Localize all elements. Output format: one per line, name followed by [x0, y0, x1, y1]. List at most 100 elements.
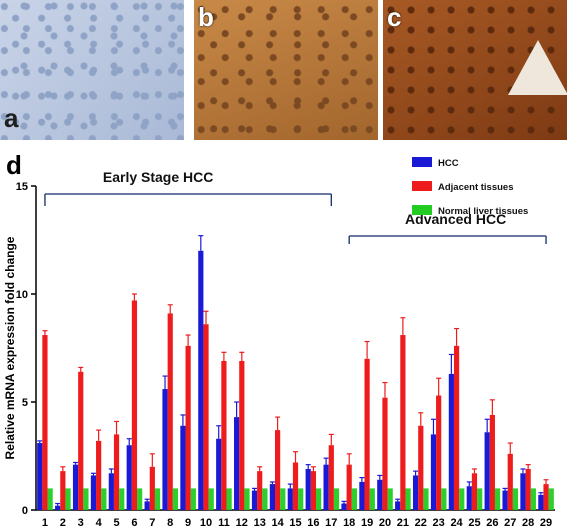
bar-adjacent — [436, 395, 442, 510]
x-tick-label: 29 — [540, 517, 552, 529]
bar-normal — [172, 488, 179, 510]
bar-adjacent — [113, 434, 120, 510]
bar-normal — [459, 488, 465, 510]
bar-hcc — [90, 475, 97, 510]
bar-normal — [441, 488, 447, 510]
bar-adjacent — [507, 453, 513, 510]
x-tick-label: 23 — [433, 517, 445, 529]
bar-adjacent — [364, 358, 370, 510]
bar-hcc — [55, 505, 61, 510]
bar-normal — [137, 488, 143, 510]
x-tick-label: 15 — [289, 517, 301, 529]
bar-normal — [315, 488, 322, 510]
panel-label-a: a — [4, 103, 19, 133]
bar-adjacent — [310, 471, 316, 510]
bar-hcc — [377, 479, 383, 510]
bar-adjacent — [346, 464, 352, 510]
bar-adjacent — [239, 360, 245, 510]
bar-adjacent — [489, 414, 495, 510]
bar-adjacent — [471, 473, 478, 510]
bar-adjacent — [382, 397, 388, 510]
x-tick-label: 17 — [325, 517, 337, 529]
bar-normal — [101, 488, 107, 510]
bar-hcc — [72, 464, 79, 510]
x-tick-label: 3 — [78, 517, 84, 529]
x-tick-label: 20 — [379, 517, 391, 529]
bar-hcc — [359, 481, 365, 510]
x-tick-label: 9 — [185, 517, 191, 529]
bar-hcc — [430, 434, 437, 510]
bar-adjacent — [149, 466, 155, 510]
bar-hcc — [323, 464, 329, 510]
bar-normal — [226, 488, 232, 510]
bar-hcc — [305, 468, 311, 510]
bar-adjacent — [400, 335, 406, 510]
bar-normal — [369, 488, 375, 510]
x-tick-label: 16 — [307, 517, 319, 529]
bar-hcc — [251, 490, 258, 510]
bar-hcc — [395, 501, 401, 510]
x-tick-label: 7 — [149, 517, 155, 529]
x-tick-label: 4 — [96, 517, 103, 529]
bar-hcc — [341, 503, 347, 510]
bar-hcc — [144, 501, 150, 510]
histology-image-a: a — [0, 0, 184, 140]
bar-adjacent — [543, 484, 549, 510]
bar-adjacent — [96, 440, 102, 510]
bar-normal — [262, 488, 268, 510]
bar-hcc — [126, 445, 132, 510]
bar-hcc — [287, 488, 293, 510]
bar-adjacent — [203, 324, 209, 510]
bar-hcc — [538, 494, 544, 510]
x-tick-label: 18 — [343, 517, 355, 529]
bar-adjacent — [328, 445, 334, 510]
bar-normal — [405, 488, 411, 510]
x-tick-label: 28 — [522, 517, 534, 529]
bar-normal — [477, 488, 483, 510]
x-tick-label: 26 — [486, 517, 498, 529]
y-tick-label: 15 — [16, 181, 28, 193]
bar-hcc — [37, 443, 43, 510]
x-tick-label: 10 — [200, 517, 212, 529]
bar-normal — [83, 488, 89, 510]
bar-adjacent — [60, 471, 66, 510]
histology-image-c: c — [383, 0, 567, 140]
bar-adjacent — [525, 468, 531, 510]
bar-adjacent — [453, 345, 460, 510]
panel-label-d: d — [6, 150, 22, 180]
legend-swatch — [412, 157, 432, 167]
bar-hcc — [502, 490, 508, 510]
x-tick-label: 27 — [504, 517, 516, 529]
bar-hcc — [162, 389, 168, 510]
bar-normal — [494, 488, 501, 510]
panel-label-b: b — [198, 2, 214, 32]
y-tick-label: 5 — [22, 397, 28, 409]
bar-adjacent — [131, 300, 138, 510]
x-tick-label: 1 — [42, 517, 48, 529]
x-tick-label: 5 — [113, 517, 119, 529]
bar-normal — [298, 488, 304, 510]
bar-adjacent — [221, 360, 227, 510]
x-tick-label: 8 — [167, 517, 173, 529]
bar-normal — [65, 488, 71, 510]
y-tick-label: 10 — [16, 289, 28, 301]
bar-hcc — [108, 473, 114, 510]
legend-swatch — [412, 181, 432, 191]
bar-normal — [190, 488, 196, 510]
bar-hcc — [466, 486, 472, 510]
bar-hcc — [234, 417, 240, 510]
bar-adjacent — [292, 462, 299, 510]
x-tick-label: 24 — [450, 517, 463, 529]
tissue-gap — [508, 40, 567, 95]
bar-normal — [530, 488, 536, 510]
legend-label: Adjacent tissues — [438, 182, 514, 193]
bar-hcc — [216, 438, 222, 510]
bar-normal — [154, 488, 161, 510]
bar-adjacent — [418, 425, 424, 510]
x-tick-label: 6 — [131, 517, 137, 529]
bar-hcc — [180, 425, 186, 510]
bar-normal — [208, 488, 214, 510]
bar-hcc — [412, 475, 419, 510]
x-tick-label: 14 — [271, 517, 284, 529]
